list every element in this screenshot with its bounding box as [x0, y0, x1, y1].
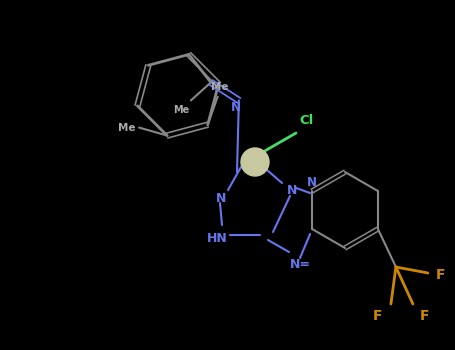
- Text: F: F: [373, 309, 383, 323]
- Circle shape: [241, 148, 269, 176]
- Text: Me: Me: [118, 122, 136, 133]
- Text: Me: Me: [211, 82, 228, 92]
- Text: N=: N=: [289, 259, 310, 272]
- Text: N: N: [231, 101, 241, 114]
- Text: M: M: [248, 155, 262, 168]
- Text: F: F: [436, 268, 445, 282]
- Text: Cl: Cl: [299, 114, 313, 127]
- Text: F: F: [420, 309, 430, 323]
- Text: N: N: [216, 191, 226, 204]
- Text: HN: HN: [207, 231, 228, 245]
- Text: N: N: [287, 184, 297, 197]
- Text: N: N: [307, 176, 317, 189]
- Text: Me: Me: [173, 105, 189, 116]
